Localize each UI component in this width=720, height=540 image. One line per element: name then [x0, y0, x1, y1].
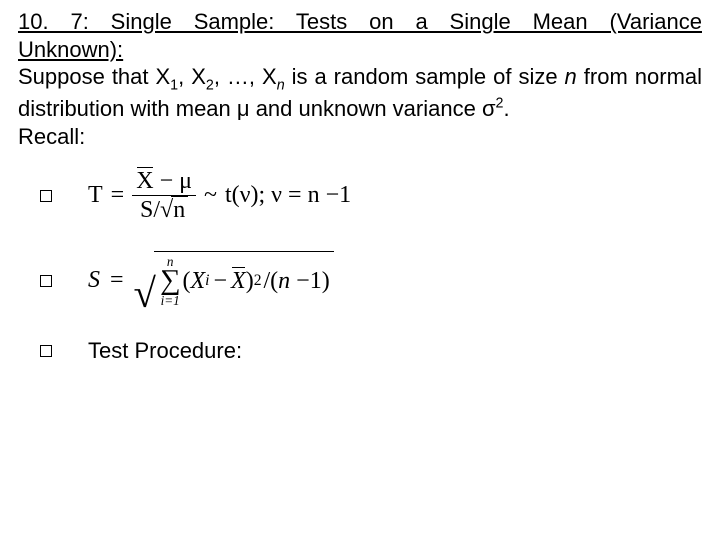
square-bullet-icon: [40, 190, 52, 202]
divisor: /(n −1): [264, 268, 330, 295]
x-bar: X: [231, 268, 246, 295]
summation: n ∑ i=1: [160, 255, 181, 307]
sqrt-outer: √ n ∑ i=1 (Xi − X)2 /(n −1): [134, 251, 334, 310]
text: Suppose that X: [18, 64, 170, 89]
minus: −: [213, 268, 227, 295]
radicand-outer: n ∑ i=1 (Xi − X)2 /(n −1): [154, 251, 334, 310]
equals: =: [110, 267, 124, 294]
close-paren: ): [246, 268, 254, 295]
formula-sample-sd: S = √ n ∑ i=1 (Xi − X)2 /(n −1): [88, 251, 334, 310]
subscript-1: 1: [170, 77, 178, 93]
list-item: T = X − μ S/√n ~ t(ν); ν = n −1: [40, 168, 702, 223]
text: , X: [178, 64, 206, 89]
section-title: 10. 7: Single Sample: Tests on a Single …: [18, 8, 702, 63]
list-item: Test Procedure:: [40, 338, 702, 364]
intro-paragraph: Suppose that X1, X2, …, Xn is a random s…: [18, 63, 702, 123]
greek-mu: μ: [179, 168, 192, 194]
equals: =: [111, 182, 125, 209]
minus: −: [160, 168, 174, 194]
recall-label: Recall:: [18, 123, 702, 151]
fraction: X − μ S/√n: [132, 168, 196, 223]
t-dist: t(ν);: [225, 182, 265, 209]
subscript-i: i: [205, 272, 209, 290]
radicand: n: [171, 196, 188, 223]
denominator: S/√n: [136, 196, 192, 223]
subscript-n: n: [277, 77, 285, 93]
nu-eq: ν = n −1: [271, 182, 351, 209]
text: and unknown variance: [250, 96, 482, 121]
subscript-2: 2: [206, 77, 214, 93]
bullet-list: T = X − μ S/√n ~ t(ν); ν = n −1: [40, 168, 702, 364]
var-Xi: X: [190, 268, 205, 295]
list-item: S = √ n ∑ i=1 (Xi − X)2 /(n −1): [40, 251, 702, 310]
test-procedure-label: Test Procedure:: [88, 338, 242, 364]
title-line-1: 10. 7: Single Sample: Tests on a Single …: [18, 9, 702, 34]
text: is a random sample of size: [285, 64, 565, 89]
square-bullet-icon: [40, 345, 52, 357]
var-T: T: [88, 182, 103, 209]
slash: /: [153, 197, 160, 223]
sum-lower: i=1: [161, 294, 180, 307]
sigma-icon: ∑: [160, 268, 181, 294]
var-n: n: [565, 64, 577, 89]
numerator: X − μ: [132, 168, 196, 195]
formula-t-statistic: T = X − μ S/√n ~ t(ν); ν = n −1: [88, 168, 351, 223]
superscript-2: 2: [254, 272, 262, 290]
text: .: [503, 96, 509, 121]
x-bar: X: [136, 168, 153, 194]
var-S: S: [88, 267, 100, 294]
greek-sigma: σ: [482, 96, 496, 121]
text: from: [577, 64, 628, 89]
title-line-2: Unknown):: [18, 36, 702, 64]
square-bullet-icon: [40, 275, 52, 287]
radical-icon: √: [134, 278, 156, 311]
text: , …, X: [214, 64, 277, 89]
tilde: ~: [204, 182, 217, 209]
var-S: S: [140, 197, 153, 223]
sqrt: √n: [160, 196, 188, 223]
greek-mu: μ: [237, 96, 250, 121]
